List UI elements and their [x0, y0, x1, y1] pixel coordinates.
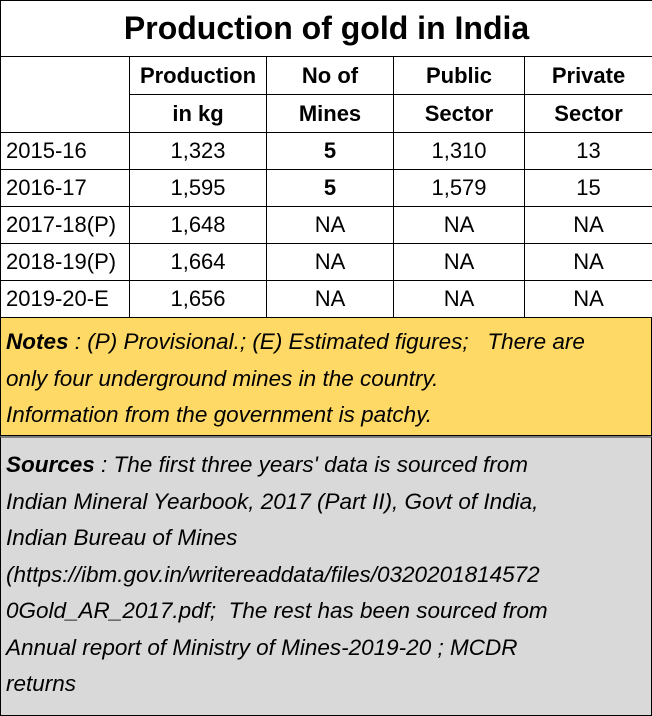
table-row: 2016-17 1,595 5 1,579 15	[1, 170, 652, 207]
header-year	[1, 57, 130, 133]
notes-text: : (P) Provisional.; (E) Estimated figure…	[69, 329, 585, 354]
notes-line: Notes : (P) Provisional.; (E) Estimated …	[6, 324, 645, 361]
sources-line: Annual report of Ministry of Mines-2019-…	[6, 630, 645, 667]
table-row: 2018-19(P) 1,664 NA NA NA	[1, 244, 652, 281]
header-public-line1: Public	[394, 57, 525, 95]
cell-mines: 5	[267, 170, 394, 207]
cell-private: 13	[525, 133, 652, 170]
cell-year: 2018-19(P)	[1, 244, 130, 281]
cell-production: 1,323	[130, 133, 267, 170]
table-row: 2015-16 1,323 5 1,310 13	[1, 133, 652, 170]
cell-production: 1,595	[130, 170, 267, 207]
notes-label: Notes	[6, 329, 69, 354]
cell-private: NA	[525, 244, 652, 281]
cell-production: 1,648	[130, 207, 267, 244]
table-title: Production of gold in India	[1, 1, 652, 57]
sources-box: Sources : The first three years' data is…	[0, 436, 652, 716]
cell-year: 2016-17	[1, 170, 130, 207]
cell-private: 15	[525, 170, 652, 207]
cell-mines: NA	[267, 281, 394, 318]
cell-public: 1,579	[394, 170, 525, 207]
sources-line: Sources : The first three years' data is…	[6, 447, 645, 484]
cell-private: NA	[525, 207, 652, 244]
gold-production-table: Production of gold in India Production N…	[0, 0, 652, 318]
table-row: 2017-18(P) 1,648 NA NA NA	[1, 207, 652, 244]
header-mines-line1: No of	[267, 57, 394, 95]
cell-mines: NA	[267, 207, 394, 244]
cell-year: 2019-20-E	[1, 281, 130, 318]
cell-public: NA	[394, 281, 525, 318]
cell-public: NA	[394, 244, 525, 281]
notes-line: Information from the government is patch…	[6, 397, 645, 434]
cell-year: 2015-16	[1, 133, 130, 170]
header-production-line1: Production	[130, 57, 267, 95]
sources-line: (https://ibm.gov.in/writereaddata/files/…	[6, 557, 645, 594]
sources-line: Indian Mineral Yearbook, 2017 (Part II),…	[6, 484, 645, 521]
cell-public: NA	[394, 207, 525, 244]
cell-public: 1,310	[394, 133, 525, 170]
header-public-line2: Sector	[394, 95, 525, 133]
header-mines-line2: Mines	[267, 95, 394, 133]
cell-year: 2017-18(P)	[1, 207, 130, 244]
table-row: 2019-20-E 1,656 NA NA NA	[1, 281, 652, 318]
cell-production: 1,656	[130, 281, 267, 318]
header-production-line2: in kg	[130, 95, 267, 133]
header-private-line2: Sector	[525, 95, 652, 133]
sources-label: Sources	[6, 452, 95, 477]
sources-line: Indian Bureau of Mines	[6, 520, 645, 557]
sources-line: 0Gold_AR_2017.pdf; The rest has been sou…	[6, 593, 645, 630]
header-row: Production No of Public Private	[1, 57, 652, 95]
sources-line: returns	[6, 666, 645, 703]
cell-production: 1,664	[130, 244, 267, 281]
cell-mines: 5	[267, 133, 394, 170]
sources-text: : The first three years' data is sourced…	[95, 452, 528, 477]
header-private-line1: Private	[525, 57, 652, 95]
cell-mines: NA	[267, 244, 394, 281]
notes-line: only four underground mines in the count…	[6, 361, 645, 398]
cell-private: NA	[525, 281, 652, 318]
notes-box: Notes : (P) Provisional.; (E) Estimated …	[0, 318, 652, 436]
